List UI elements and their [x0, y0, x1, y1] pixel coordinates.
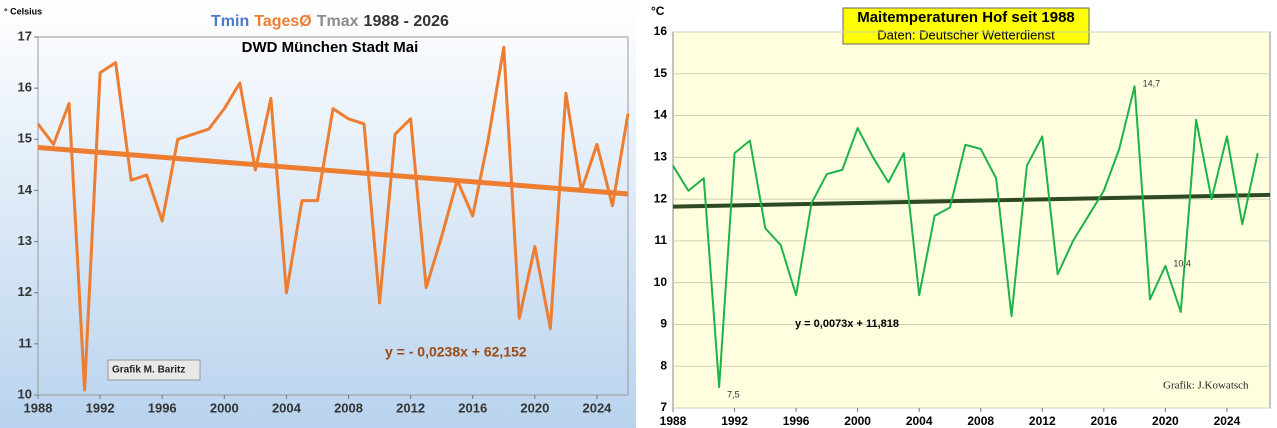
y-tick-label: 17: [18, 28, 32, 43]
value-label: 7,5: [727, 389, 740, 399]
y-tick-label: 13: [654, 150, 668, 164]
x-tick-label: 1996: [783, 414, 810, 428]
value-label: 14,7: [1143, 79, 1161, 89]
x-tick-label: 2000: [210, 400, 239, 415]
data-line: [36, 45, 630, 392]
title-part: 1988 - 2026: [364, 13, 450, 30]
y-tick-label: 13: [18, 233, 32, 248]
title-part: Tmin: [211, 13, 249, 30]
x-tick-label: 1988: [24, 400, 53, 415]
x-tick-label: 2024: [582, 400, 612, 415]
plot-frame: [37, 36, 629, 396]
y-tick-label: 14: [18, 182, 33, 197]
x-tick-label: 1992: [721, 414, 748, 428]
y-tick-label: 8: [660, 358, 667, 372]
title-part: TagesØ: [254, 13, 312, 30]
x-tick-label: 2012: [396, 400, 425, 415]
y-tick-label: 15: [18, 131, 32, 146]
y-tick-label: 14: [654, 108, 668, 122]
x-tick-label: 1996: [148, 400, 177, 415]
chart-subtitle: Daten: Deutscher Wetterdienst: [877, 27, 1055, 42]
x-tick-label: 2004: [906, 414, 933, 428]
title-part: Maitemperaturen Hof seit 1988: [857, 9, 1075, 26]
y-tick-label: 15: [654, 66, 668, 80]
y-tick-label: 11: [654, 233, 667, 247]
y-tick-label: 16: [654, 24, 668, 38]
y-axis-label: °C: [651, 4, 665, 18]
x-tick-label: 2016: [1090, 414, 1117, 428]
y-tick-label: 11: [18, 335, 32, 350]
y-tick-label: 7: [660, 400, 667, 414]
chart-title: Maitemperaturen Hof seit 1988: [857, 9, 1075, 26]
x-tick-label: 2020: [520, 400, 549, 415]
annotation: Grafik: J.Kowatsch: [1163, 380, 1249, 392]
x-tick-label: 2020: [1152, 414, 1179, 428]
chart-subtitle: DWD München Stadt Mai: [242, 39, 419, 56]
y-tick-label: 9: [660, 317, 667, 331]
panel-bg: [0, 0, 636, 428]
x-tick-label: 2012: [1029, 414, 1056, 428]
y-tick-label: 12: [654, 191, 668, 205]
y-tick-label: 10: [18, 386, 32, 401]
annotation: Grafik M. Baritz: [112, 365, 185, 376]
trend-label: y = 0,0073x + 11,818: [795, 318, 899, 330]
y-axis-label: ° Celsius: [4, 6, 42, 16]
trend-label: y = - 0,0238x + 62,152: [385, 344, 527, 360]
data-line: [672, 85, 1259, 389]
x-tick-label: 2008: [967, 414, 994, 428]
value-label: 10,4: [1173, 258, 1191, 268]
x-tick-label: 2000: [844, 414, 871, 428]
x-tick-label: 2008: [334, 400, 363, 415]
trend-line: [37, 144, 629, 197]
y-tick-label: 12: [18, 284, 32, 299]
plot-bg: [672, 31, 1271, 409]
x-tick-label: 2024: [1214, 414, 1241, 428]
title-part: Tmax: [317, 13, 359, 30]
annotation-box: [107, 359, 201, 381]
y-tick-label: 16: [18, 80, 32, 95]
title-box: [842, 7, 1090, 45]
trend-line: [672, 192, 1271, 209]
y-tick-label: 10: [654, 275, 668, 289]
x-tick-label: 2016: [458, 400, 487, 415]
x-tick-label: 1992: [86, 400, 115, 415]
chart-title: Tmin TagesØ Tmax 1988 - 2026: [211, 13, 449, 30]
x-tick-label: 2004: [272, 400, 302, 415]
x-tick-label: 1988: [660, 414, 687, 428]
